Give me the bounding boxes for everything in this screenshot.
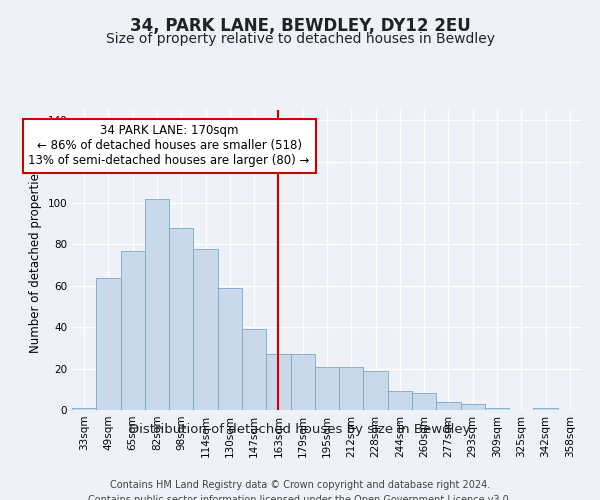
Bar bbox=[290, 354, 315, 410]
Bar bbox=[169, 228, 193, 410]
Text: 34 PARK LANE: 170sqm
← 86% of detached houses are smaller (518)
13% of semi-deta: 34 PARK LANE: 170sqm ← 86% of detached h… bbox=[28, 124, 310, 168]
Bar bbox=[242, 330, 266, 410]
Bar bbox=[218, 288, 242, 410]
Text: 34, PARK LANE, BEWDLEY, DY12 2EU: 34, PARK LANE, BEWDLEY, DY12 2EU bbox=[130, 18, 470, 36]
Bar bbox=[193, 248, 218, 410]
Bar bbox=[412, 394, 436, 410]
Bar bbox=[485, 408, 509, 410]
Bar bbox=[72, 408, 96, 410]
Bar bbox=[315, 366, 339, 410]
Text: Size of property relative to detached houses in Bewdley: Size of property relative to detached ho… bbox=[106, 32, 494, 46]
Bar bbox=[388, 392, 412, 410]
Bar bbox=[266, 354, 290, 410]
Text: Distribution of detached houses by size in Bewdley: Distribution of detached houses by size … bbox=[129, 422, 471, 436]
Bar bbox=[121, 250, 145, 410]
Bar bbox=[96, 278, 121, 410]
Bar bbox=[364, 370, 388, 410]
Bar bbox=[533, 408, 558, 410]
Text: Contains HM Land Registry data © Crown copyright and database right 2024.
Contai: Contains HM Land Registry data © Crown c… bbox=[88, 480, 512, 500]
Y-axis label: Number of detached properties: Number of detached properties bbox=[29, 167, 42, 353]
Bar bbox=[339, 366, 364, 410]
Bar bbox=[145, 199, 169, 410]
Bar bbox=[436, 402, 461, 410]
Bar bbox=[461, 404, 485, 410]
